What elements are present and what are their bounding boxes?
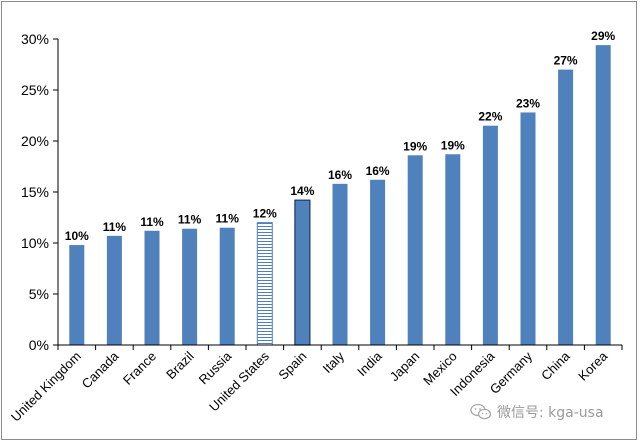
data-label: 12% xyxy=(253,207,277,221)
watermark: 微信号: kga-usa xyxy=(470,402,604,422)
bar-india xyxy=(370,179,386,345)
wechat-icon xyxy=(470,403,492,420)
bar-united-kingdom xyxy=(69,245,85,345)
bar-russia xyxy=(219,227,235,345)
bar-canada xyxy=(106,235,122,345)
data-label: 11% xyxy=(103,220,127,234)
data-label: 29% xyxy=(591,29,615,43)
data-label: 23% xyxy=(516,96,540,110)
data-label: 11% xyxy=(216,212,240,226)
data-label: 16% xyxy=(328,168,352,182)
x-tick-label: France xyxy=(120,349,159,388)
bar-brazil xyxy=(182,228,198,345)
bar-indonesia xyxy=(482,125,498,345)
data-label: 11% xyxy=(140,215,164,229)
x-tick-label: Germany xyxy=(487,348,536,397)
data-label: 19% xyxy=(441,138,465,152)
data-label: 10% xyxy=(65,229,89,243)
bar-france xyxy=(144,230,160,345)
bar-germany xyxy=(520,112,536,345)
bars: 10% 11% 11% 11% 11% 12% 14% 16% 16% 19% 19% 22% 23% 2… xyxy=(65,29,616,346)
x-tick-label: Canada xyxy=(79,348,122,391)
x-tick-label: Spain xyxy=(275,349,309,383)
x-tick-label: Brazil xyxy=(163,348,197,382)
data-label: 14% xyxy=(290,184,314,198)
y-tick-label: 15% xyxy=(21,184,49,200)
bar-united-states xyxy=(256,222,273,346)
y-tick-label: 0% xyxy=(29,337,49,353)
bar-italy xyxy=(332,183,348,345)
y-tick-label: 10% xyxy=(21,235,49,251)
y-tick-label: 25% xyxy=(21,82,49,98)
bar-mexico xyxy=(445,154,461,345)
x-tick-label: Japan xyxy=(387,349,423,385)
y-tick-label: 5% xyxy=(29,286,49,302)
x-tick-label: Italy xyxy=(320,348,348,376)
y-tick-label: 30% xyxy=(21,31,49,47)
data-label: 27% xyxy=(554,54,578,68)
bar-korea xyxy=(595,45,611,346)
x-tick-label: China xyxy=(538,348,573,383)
x-tick-label: Korea xyxy=(575,348,611,384)
watermark-text: 微信号: kga-usa xyxy=(497,405,604,421)
bar-spain xyxy=(294,199,311,346)
bar-china xyxy=(558,69,574,345)
x-tick-label: India xyxy=(354,348,385,379)
x-tick-label: United Kingdom xyxy=(8,349,84,425)
bar-japan xyxy=(407,155,423,345)
data-label: 19% xyxy=(403,139,427,153)
y-tick-label: 20% xyxy=(21,133,49,149)
y-axis: 0% 5% 10% 15% 20% 25% 30% xyxy=(21,31,59,353)
data-label: 11% xyxy=(178,213,202,227)
data-label: 16% xyxy=(366,164,390,178)
data-label: 22% xyxy=(478,110,502,124)
